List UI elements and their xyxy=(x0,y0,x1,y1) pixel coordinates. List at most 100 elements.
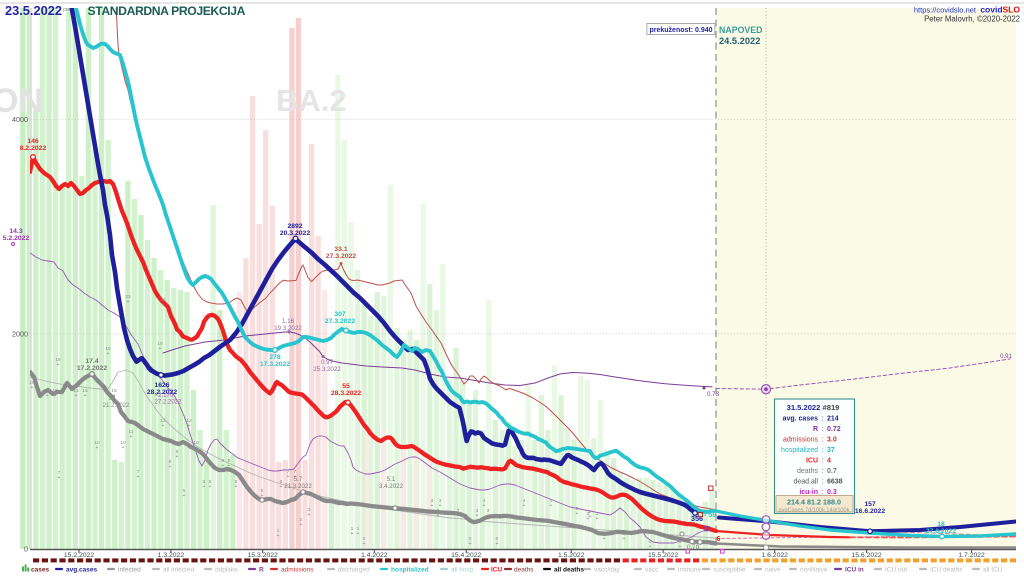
svg-text:+: + xyxy=(623,536,626,542)
svg-text:susceptible: susceptible xyxy=(713,567,746,574)
svg-text:27.6.2022: 27.6.2022 xyxy=(926,528,956,535)
svg-text:vacc/day: vacc/day xyxy=(594,567,620,574)
svg-text:prekuženost: 0.940: prekuženost: 0.940 xyxy=(649,27,712,34)
svg-text:4: 4 xyxy=(550,498,553,504)
svg-text:1.3.2022: 1.3.2022 xyxy=(158,552,185,559)
svg-text:5.2.2022: 5.2.2022 xyxy=(3,235,30,242)
svg-text:2892: 2892 xyxy=(287,223,302,230)
svg-text:all deaths: all deaths xyxy=(554,567,584,574)
svg-text:0: 0 xyxy=(649,539,652,545)
svg-text:ON: ON xyxy=(0,82,43,120)
svg-text:1: 1 xyxy=(277,528,280,534)
svg-text:28.3.2022: 28.3.2022 xyxy=(331,390,361,397)
svg-text:0.70: 0.70 xyxy=(687,544,700,551)
svg-text:naive: naive xyxy=(765,567,781,574)
svg-text:25.3.2022: 25.3.2022 xyxy=(313,366,341,373)
svg-text:hospitalized: hospitalized xyxy=(781,447,818,454)
svg-text:6: 6 xyxy=(203,479,206,485)
svg-text:6638: 6638 xyxy=(827,478,843,485)
svg-text:3.0: 3.0 xyxy=(827,437,837,444)
svg-text:0: 0 xyxy=(679,539,682,545)
svg-text:2: 2 xyxy=(589,509,592,515)
svg-text:NAPOVED: NAPOVED xyxy=(719,25,763,35)
svg-text:+: + xyxy=(603,536,606,542)
svg-text::: : xyxy=(822,489,824,496)
svg-text:27.3.2022: 27.3.2022 xyxy=(325,318,355,325)
svg-text:15: 15 xyxy=(111,388,117,394)
svg-text:4: 4 xyxy=(523,498,526,504)
svg-text:ICU: ICU xyxy=(806,458,818,465)
svg-text:21.3.2022: 21.3.2022 xyxy=(284,483,312,490)
svg-text:avg. cases: avg. cases xyxy=(783,416,819,423)
svg-text:17.2.2022: 17.2.2022 xyxy=(77,365,107,372)
svg-text:4000: 4000 xyxy=(12,115,28,124)
svg-text:1.4.2022: 1.4.2022 xyxy=(361,552,388,559)
svg-text:+: + xyxy=(576,511,579,517)
svg-text:R: R xyxy=(813,426,818,433)
svg-text:cases: cases xyxy=(31,567,49,574)
svg-text:8: 8 xyxy=(228,458,231,464)
svg-text:+: + xyxy=(169,464,172,470)
svg-text:- 59: - 59 xyxy=(704,510,716,519)
svg-text:58: 58 xyxy=(109,396,116,402)
svg-text:15: 15 xyxy=(82,388,88,394)
svg-text:admissions: admissions xyxy=(783,437,819,444)
svg-text:immune: immune xyxy=(678,567,702,574)
svg-text::: : xyxy=(822,458,824,465)
svg-text:7: 7 xyxy=(294,469,297,475)
svg-text:157: 157 xyxy=(864,501,876,508)
svg-text:vacc: vacc xyxy=(645,567,659,574)
svg-text:31.5.2022 #819: 31.5.2022 #819 xyxy=(787,403,840,412)
svg-text:+: + xyxy=(351,531,354,537)
svg-text:3: 3 xyxy=(308,507,311,513)
svg-text:0: 0 xyxy=(469,536,472,542)
svg-text:≈2.170: ≈2.170 xyxy=(155,393,174,399)
svg-text:avg.cases: avg.cases xyxy=(66,567,97,574)
svg-text:19: 19 xyxy=(157,341,163,347)
svg-text:covidSLO: covidSLO xyxy=(980,5,1020,15)
svg-text:27.2.2022: 27.2.2022 xyxy=(155,400,182,406)
svg-text:+: + xyxy=(589,514,592,520)
svg-text:22: 22 xyxy=(160,297,166,303)
svg-text:all infected: all infected xyxy=(163,567,194,574)
svg-text:15.2.2022: 15.2.2022 xyxy=(64,552,94,559)
svg-text:0.73: 0.73 xyxy=(707,391,720,398)
svg-text:discharged: discharged xyxy=(338,567,370,574)
svg-text:+: + xyxy=(31,385,34,391)
svg-text:20.3.2022: 20.3.2022 xyxy=(280,230,310,237)
svg-text:3: 3 xyxy=(457,508,460,514)
svg-text:dead.all: dead.all xyxy=(793,478,818,485)
svg-text:1: 1 xyxy=(357,526,360,532)
svg-text:4: 4 xyxy=(483,498,486,504)
svg-text:7: 7 xyxy=(137,469,140,475)
svg-text:0.72: 0.72 xyxy=(827,426,841,433)
svg-text:+: + xyxy=(54,393,57,399)
svg-text:1: 1 xyxy=(603,531,606,537)
svg-text:+: + xyxy=(439,503,442,509)
svg-text:5.1: 5.1 xyxy=(387,476,396,483)
svg-text:18: 18 xyxy=(55,357,61,363)
svg-text:0: 0 xyxy=(363,536,366,542)
svg-text:10: 10 xyxy=(94,440,100,446)
svg-text:16: 16 xyxy=(29,380,35,386)
svg-text:15.3.2022: 15.3.2022 xyxy=(248,552,278,559)
svg-text:1626: 1626 xyxy=(154,382,169,389)
svg-text:3: 3 xyxy=(587,511,590,517)
svg-text:10: 10 xyxy=(193,440,199,446)
svg-text:13: 13 xyxy=(73,388,79,394)
svg-text:16.6.2022: 16.6.2022 xyxy=(855,508,885,515)
svg-text:28.2.2022: 28.2.2022 xyxy=(147,389,177,396)
svg-text:6: 6 xyxy=(235,479,238,485)
svg-text:+: + xyxy=(183,493,186,499)
svg-text:7: 7 xyxy=(287,469,290,475)
svg-text:deaths: deaths xyxy=(514,567,534,574)
svg-text:15.6.2022: 15.6.2022 xyxy=(851,552,881,559)
svg-text::: : xyxy=(822,447,824,454)
svg-text:4: 4 xyxy=(827,458,831,465)
svg-text:3: 3 xyxy=(439,498,442,504)
svg-text:+: + xyxy=(159,346,162,352)
svg-text:6: 6 xyxy=(717,536,721,543)
svg-text:55: 55 xyxy=(342,383,350,390)
svg-text:21.2.2022: 21.2.2022 xyxy=(103,403,130,409)
svg-text:23.5.2022: 23.5.2022 xyxy=(5,3,62,18)
